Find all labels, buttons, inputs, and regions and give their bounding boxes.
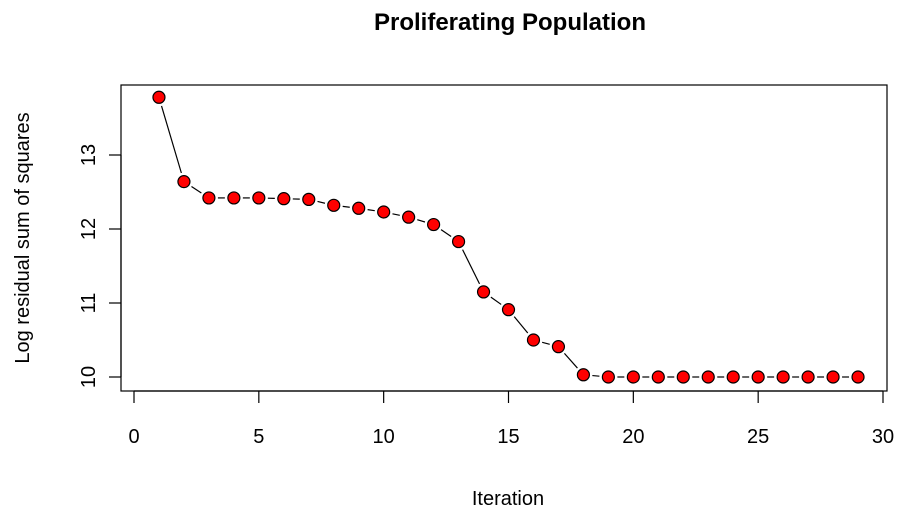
y-tick-label: 11 xyxy=(78,293,100,314)
data-point xyxy=(626,370,640,384)
series-segment xyxy=(191,186,202,194)
data-point xyxy=(651,370,665,384)
series-segment xyxy=(592,374,600,377)
data-point xyxy=(501,303,516,317)
x-axis: 0 5 10 15 20 25 30 xyxy=(128,390,894,448)
data-point xyxy=(801,370,815,384)
data-point xyxy=(551,340,566,354)
series-segment xyxy=(513,316,529,334)
series-segment xyxy=(160,105,182,174)
series-segment xyxy=(542,341,550,345)
series-points xyxy=(152,90,865,384)
data-point xyxy=(302,192,316,206)
data-point xyxy=(277,192,291,206)
data-point xyxy=(476,285,491,299)
data-point xyxy=(427,217,441,232)
y-tick-label: 10 xyxy=(78,366,100,388)
data-point xyxy=(252,191,266,205)
series-segment xyxy=(317,200,326,204)
data-point xyxy=(377,205,391,219)
data-point xyxy=(177,175,191,189)
x-axis-label: Iteration xyxy=(472,488,544,510)
data-point xyxy=(451,234,466,249)
series-segment xyxy=(342,205,350,208)
series-segment xyxy=(490,296,502,305)
data-point xyxy=(576,368,591,382)
series-segment xyxy=(367,209,375,212)
data-point xyxy=(327,198,341,212)
series-segment xyxy=(417,219,426,223)
chart-title: Proliferating Population xyxy=(374,9,646,36)
data-point xyxy=(776,370,790,384)
x-tick-label: 5 xyxy=(253,426,264,448)
x-tick-label: 0 xyxy=(128,426,139,448)
data-point xyxy=(751,370,765,384)
x-tick-label: 15 xyxy=(497,426,519,448)
data-point xyxy=(526,333,541,347)
y-tick-label: 13 xyxy=(78,144,100,166)
data-point xyxy=(601,370,615,384)
series-segment xyxy=(392,213,400,216)
plot-box xyxy=(120,84,888,392)
x-tick-label: 10 xyxy=(373,426,395,448)
y-axis: 10 11 12 13 xyxy=(78,144,122,388)
data-point xyxy=(152,90,166,104)
x-tick-label: 25 xyxy=(747,426,769,448)
x-tick-label: 20 xyxy=(622,426,644,448)
series-segment xyxy=(440,229,452,238)
x-tick-label: 30 xyxy=(872,426,894,448)
data-point xyxy=(701,370,715,384)
y-tick-label: 12 xyxy=(78,218,100,240)
data-point xyxy=(676,370,690,384)
data-point xyxy=(402,210,416,224)
data-point xyxy=(826,370,840,384)
data-point xyxy=(227,191,241,205)
series-segment xyxy=(563,352,578,369)
data-point xyxy=(726,370,740,384)
series-lines xyxy=(160,105,850,378)
data-point xyxy=(851,370,865,384)
series-segment xyxy=(462,249,481,285)
data-point xyxy=(202,191,216,205)
y-axis-label: Log residual sum of squares xyxy=(12,112,34,363)
data-point xyxy=(352,201,366,215)
